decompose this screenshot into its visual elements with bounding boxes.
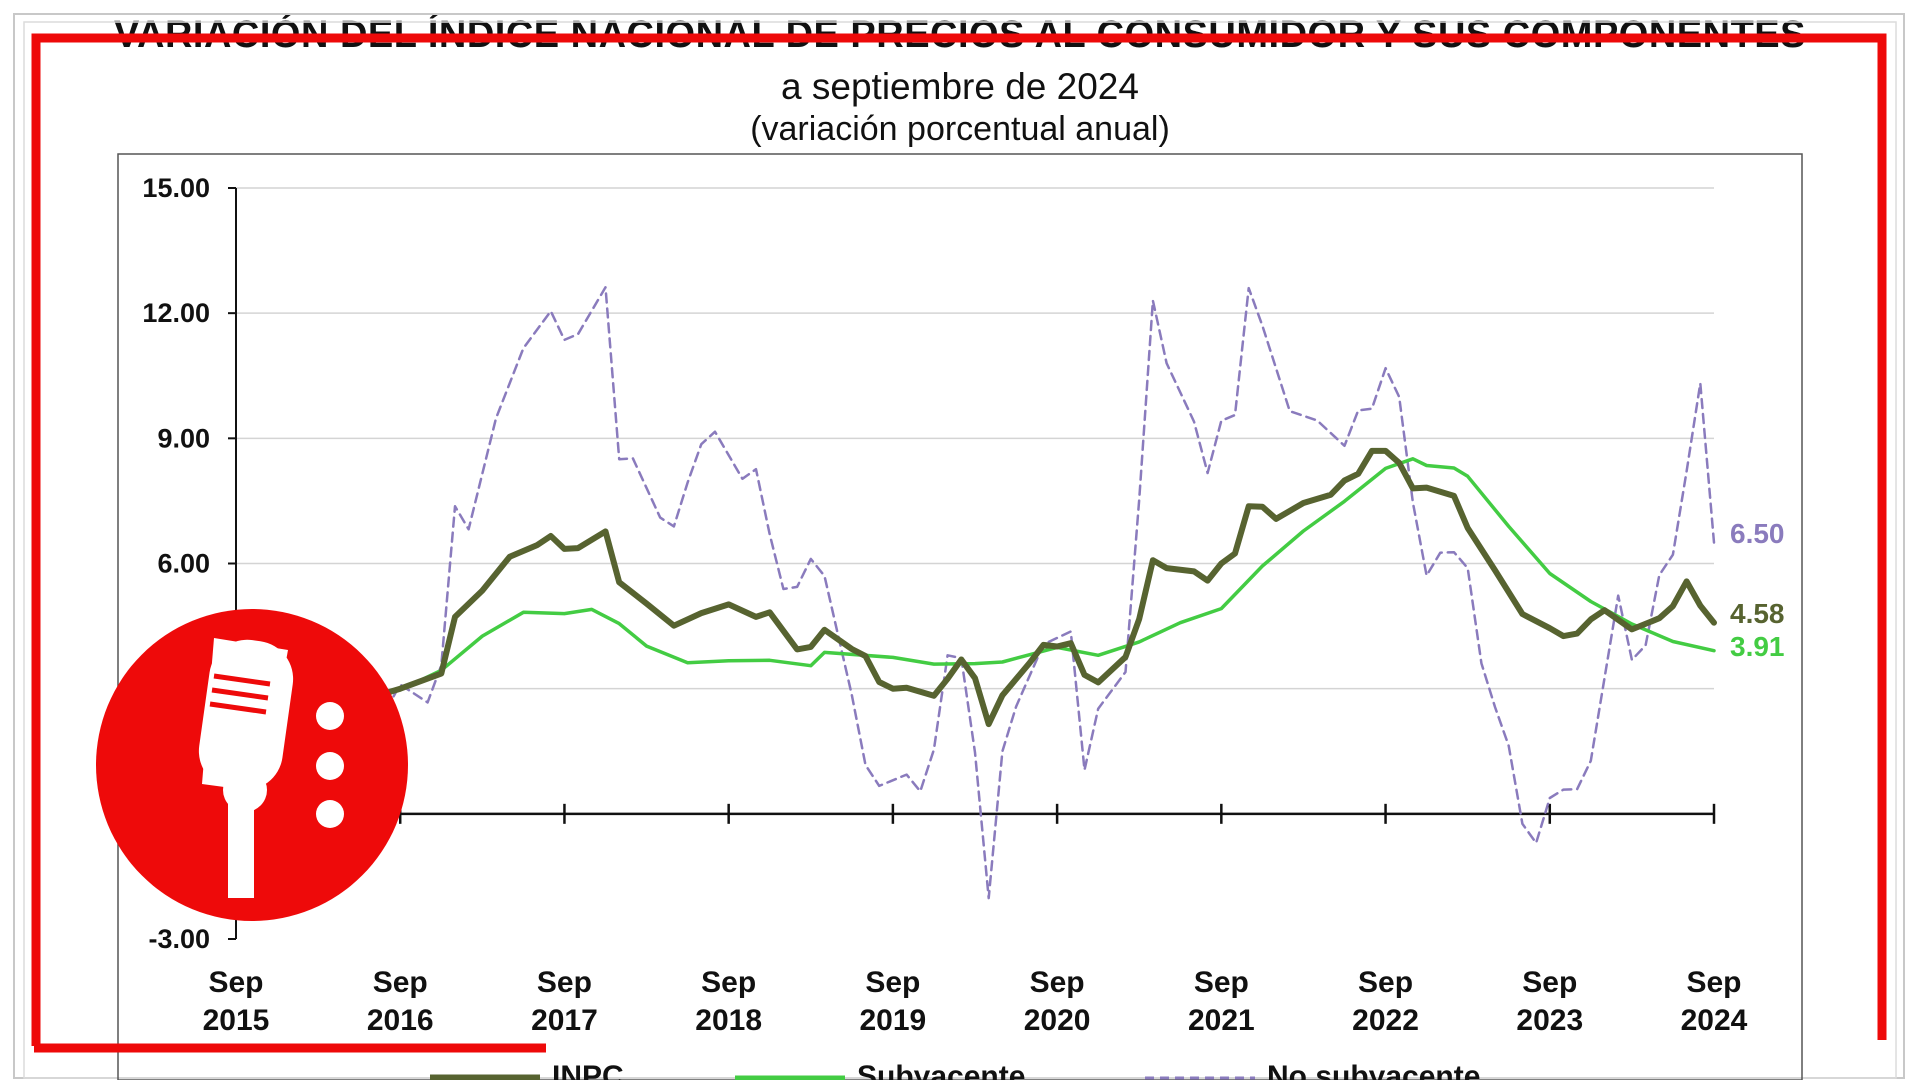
x-tick-label-year: 2023 [1516,1004,1583,1037]
y-tick-label: 6.00 [157,549,210,579]
series-line-inpc [233,447,1717,728]
x-tick-label-year: 2016 [367,1004,434,1037]
series-lines [233,286,1717,900]
x-tick-label-year: 2015 [203,1004,270,1037]
x-tick-label-month: Sep [1686,966,1741,999]
end-label-subyacente: 3.91 [1730,631,1785,662]
x-tick-label-year: 2021 [1188,1004,1255,1037]
x-tick-label-year: 2019 [860,1004,927,1037]
chart-title: VARIACIÓN DEL ÍNDICE NACIONAL DE PRECIOS… [113,14,1806,50]
x-tick-label-month: Sep [865,966,920,999]
y-tick-label: 12.00 [142,298,210,328]
legend-label: No subyacente [1267,1060,1480,1080]
legend-label: Subyacente [857,1060,1025,1080]
plot-area-border [117,153,1803,1080]
x-tick-label-year: 2024 [1681,1004,1748,1037]
outer-frame [13,13,1905,1079]
inner-frame [23,21,1897,1079]
x-tick-label-year: 2017 [531,1004,598,1037]
x-tick-label-month: Sep [537,966,592,999]
axes: 15.0012.009.006.003.000.00-3.00Sep2015Se… [142,173,1747,1037]
series-line-no-subyacente [234,286,1716,900]
legend-label: INPC [552,1060,624,1080]
legend: INPC Subyacente No subyacente [430,1060,1480,1080]
x-tick-label-month: Sep [1358,966,1413,999]
x-tick-label-month: Sep [701,966,756,999]
chart-subtitle-units: (variación porcentual anual) [750,110,1170,148]
x-tick-label-month: Sep [1194,966,1249,999]
end-label-inpc: 4.58 [1730,598,1785,629]
end-labels: 4.583.91 6.50 [1730,518,1785,662]
x-tick-label-year: 2020 [1024,1004,1091,1037]
chart-subtitle: a septiembre de 2024 [781,66,1139,107]
red-overlay-frame [31,33,1887,1046]
x-tick-label-year: 2022 [1352,1004,1419,1037]
x-tick-label-month: Sep [1030,966,1085,999]
y-tick-label: 9.00 [157,423,210,453]
y-tick-label: -3.00 [148,924,210,954]
x-tick-label-month: Sep [373,966,428,999]
x-tick-label-year: 2018 [695,1004,762,1037]
x-tick-label-month: Sep [1522,966,1577,999]
x-tick-label-month: Sep [208,966,263,999]
microphone-icon [96,609,408,921]
y-tick-label: 15.00 [142,173,210,203]
series-line-subyacente [234,457,1716,714]
end-label-no-subyacente: 6.50 [1730,518,1785,549]
